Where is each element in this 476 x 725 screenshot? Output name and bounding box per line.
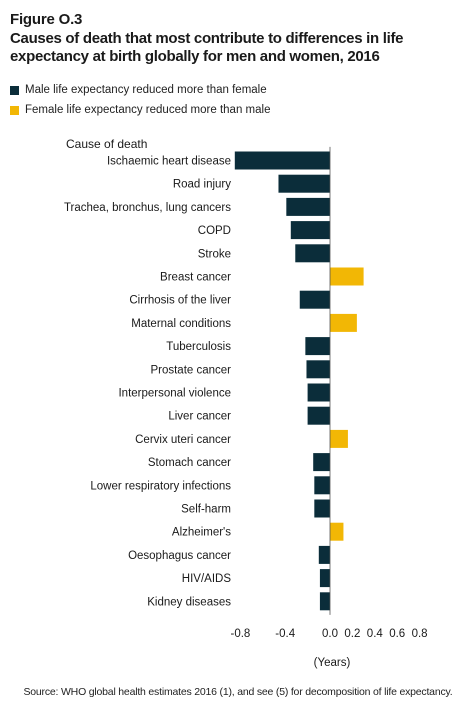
- category-label: Maternal conditions: [131, 318, 231, 330]
- category-label: Kidney diseases: [147, 596, 231, 608]
- category-label: Tuberculosis: [166, 341, 231, 353]
- source-note: Source: WHO global health estimates 2016…: [23, 686, 453, 698]
- bar: [299, 290, 330, 309]
- y-axis-title: Cause of death: [66, 137, 147, 151]
- x-tick-label: 0.4: [367, 628, 384, 640]
- bar: [318, 545, 330, 564]
- category-label: Trachea, bronchus, lung cancers: [64, 202, 231, 214]
- legend-item-female: Female life expectancy reduced more than…: [10, 100, 270, 120]
- bar: [319, 592, 330, 611]
- category-label: Cervix uteri cancer: [135, 434, 231, 446]
- bar: [295, 244, 330, 263]
- category-label: Prostate cancer: [150, 364, 231, 376]
- x-tick-label: 0.6: [389, 628, 405, 640]
- legend-item-male: Male life expectancy reduced more than f…: [10, 80, 270, 100]
- bar: [234, 151, 330, 170]
- bar: [307, 406, 330, 425]
- bar: [305, 337, 330, 356]
- bar: [330, 313, 357, 332]
- category-label: Liver cancer: [168, 411, 231, 423]
- category-label: Stroke: [198, 248, 231, 260]
- x-tick-label: 0.8: [412, 628, 428, 640]
- category-label: Interpersonal violence: [118, 388, 231, 400]
- category-label: COPD: [198, 225, 231, 237]
- legend: Male life expectancy reduced more than f…: [10, 80, 270, 120]
- legend-label-female: Female life expectancy reduced more than…: [25, 104, 271, 116]
- bar: [330, 522, 344, 541]
- category-label: Stomach cancer: [148, 457, 231, 469]
- legend-swatch-female: [10, 105, 19, 115]
- bar: [313, 453, 330, 472]
- category-label: Cirrhosis of the liver: [129, 295, 231, 307]
- bar: [330, 267, 364, 286]
- x-tick-label: 0.0: [322, 628, 338, 640]
- category-label: Ischaemic heart disease: [107, 156, 231, 168]
- category-label: Lower respiratory infections: [90, 480, 231, 492]
- category-label: Road injury: [173, 179, 231, 191]
- category-label: HIV/AIDS: [182, 573, 232, 585]
- bar: [314, 476, 330, 495]
- figure-title: Causes of death that most contribute to …: [10, 30, 404, 65]
- category-label: Breast cancer: [160, 272, 231, 284]
- legend-label-male: Male life expectancy reduced more than f…: [25, 84, 267, 96]
- category-label: Alzheimer's: [172, 527, 231, 539]
- x-tick-label: 0.2: [344, 628, 360, 640]
- bar: [278, 174, 330, 193]
- bar: [307, 383, 330, 402]
- legend-swatch-male: [10, 85, 19, 95]
- bar: [306, 360, 330, 379]
- figure-label: Figure O.3: [10, 11, 83, 28]
- bar: [290, 221, 330, 240]
- bar: [330, 429, 348, 448]
- x-tick-label: -0.4: [275, 628, 295, 640]
- bar: [314, 499, 330, 518]
- category-label: Self-harm: [181, 504, 231, 516]
- x-tick-label: -0.8: [230, 628, 250, 640]
- bar: [319, 569, 330, 588]
- bar: [286, 197, 330, 216]
- category-label: Oesophagus cancer: [128, 550, 231, 562]
- x-axis-title: (Years): [314, 657, 351, 669]
